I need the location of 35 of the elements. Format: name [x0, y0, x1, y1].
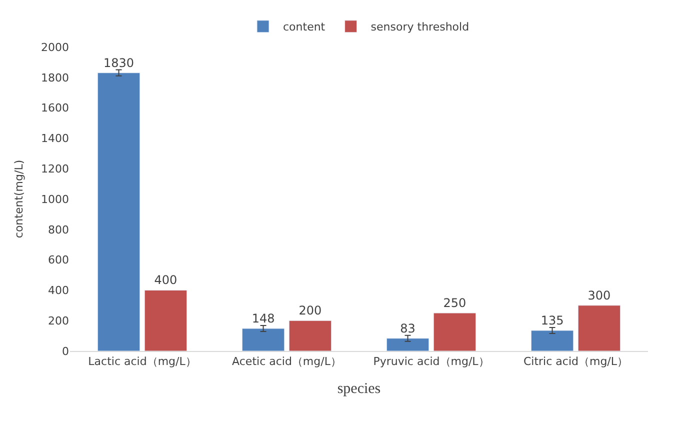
y-tick-label: 1600 — [41, 102, 69, 115]
y-tick-label: 1400 — [41, 132, 69, 146]
y-tick-label: 600 — [48, 254, 69, 267]
data-label: 300 — [588, 288, 611, 302]
y-tick-label: 1200 — [41, 162, 69, 176]
legend-label: sensory threshold — [370, 20, 470, 34]
y-tick-label: 800 — [48, 223, 69, 236]
data-label: 83 — [400, 321, 416, 336]
data-label: 135 — [540, 313, 564, 328]
bar — [288, 320, 332, 351]
bar — [144, 290, 188, 351]
y-tick-label: 2000 — [41, 40, 69, 54]
bar — [530, 330, 574, 351]
y-tick-label: 1800 — [41, 71, 69, 84]
y-tick-label: 0 — [62, 344, 69, 358]
data-label: 1830 — [103, 56, 134, 70]
y-tick-label: 200 — [48, 314, 69, 328]
data-label: 200 — [298, 304, 322, 318]
bar — [386, 338, 430, 351]
data-label: 250 — [443, 296, 466, 310]
x-axis-title: species — [337, 381, 381, 398]
y-axis-title: content(mg/L) — [12, 160, 26, 238]
bar — [97, 72, 140, 351]
y-tick-label: 1000 — [41, 192, 69, 206]
x-tick-label: Acetic acid（mg/L） — [232, 355, 342, 368]
data-label: 400 — [154, 273, 178, 288]
data-label: 148 — [252, 312, 275, 326]
x-tick-label: Citric acid（mg/L） — [523, 355, 628, 368]
bar — [433, 312, 476, 351]
legend-label: content — [283, 20, 326, 34]
y-tick-label: 400 — [48, 284, 69, 298]
x-tick-label: Pyruvic acid（mg/L） — [373, 355, 490, 368]
bar — [578, 305, 621, 351]
x-tick-label: Lactic acid（mg/L） — [88, 355, 196, 368]
bar — [242, 328, 285, 351]
